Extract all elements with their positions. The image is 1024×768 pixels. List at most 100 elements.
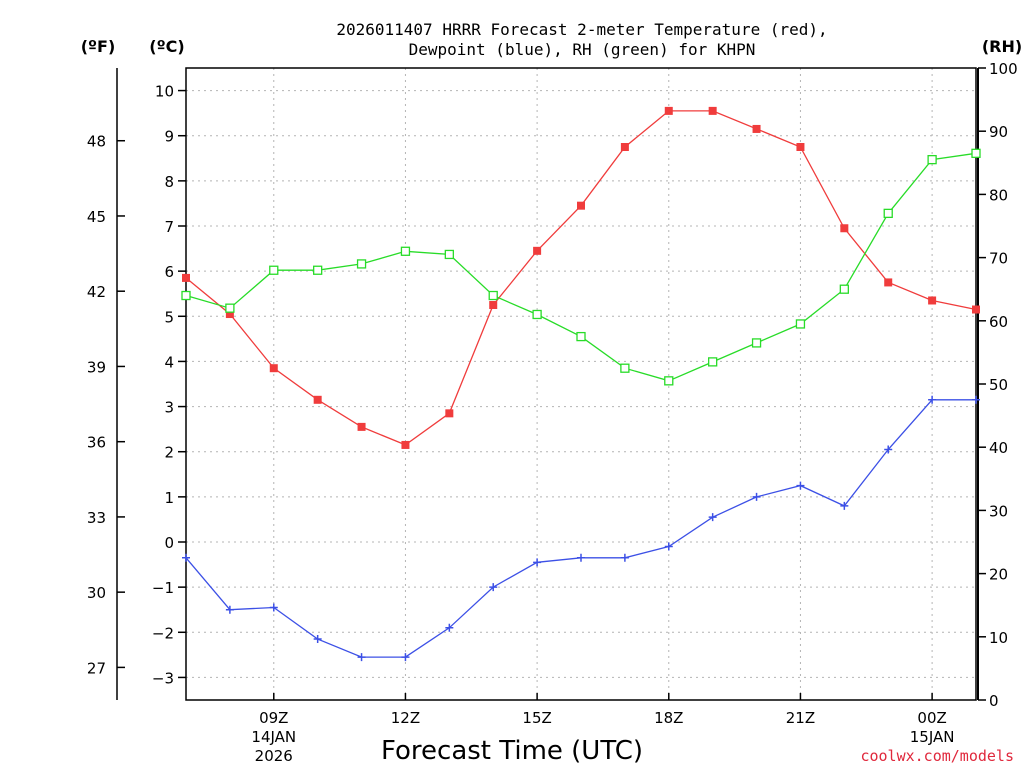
time-tick-label: 00Z <box>917 709 946 727</box>
celsius-tick-label: 1 <box>164 489 174 507</box>
rh-tick-label: 50 <box>989 376 1008 394</box>
dewpoint-data-point <box>533 558 542 567</box>
dewpoint-data-point <box>182 553 190 562</box>
chart-title-line2: Dewpoint (blue), RH (green) for KHPN <box>409 40 756 59</box>
rh-data-point <box>400 246 411 256</box>
dewpoint-data-point <box>401 653 410 662</box>
celsius-tick-label: −1 <box>152 579 174 597</box>
grid-lines <box>186 68 976 700</box>
rh-tick-label: 80 <box>989 186 1008 204</box>
temperature-data-point <box>928 296 937 305</box>
temperature-data-point <box>225 310 234 319</box>
temperature-data-point <box>269 364 278 373</box>
rh-data-point <box>664 376 674 386</box>
time-tick-label: 12Z <box>391 709 420 727</box>
time-tick-label: 21Z <box>786 709 815 727</box>
temperature-data-point <box>884 278 893 287</box>
dewpoint-data-point <box>884 445 893 454</box>
fahrenheit-tick-label: 39 <box>87 358 106 376</box>
rh-data-point <box>269 265 279 275</box>
rh-tick-label: 90 <box>989 123 1008 141</box>
temperature-data-point <box>708 106 717 115</box>
time-tick-label: 15Z <box>522 709 551 727</box>
rh-data-point <box>576 331 586 342</box>
chart-title-line1: 2026011407 HRRR Forecast 2-meter Tempera… <box>336 20 827 39</box>
dewpoint-data-point <box>225 605 234 614</box>
celsius-tick-label: 3 <box>164 399 174 417</box>
temperature-data-point <box>445 409 454 418</box>
rh-data-point <box>181 290 191 301</box>
dewpoint-data-point <box>445 623 454 632</box>
dewpoint-data-point <box>796 481 805 490</box>
rh-tick-label: 10 <box>989 629 1008 647</box>
rh-tick-label: 60 <box>989 313 1008 331</box>
fahrenheit-tick-label: 27 <box>87 659 106 677</box>
dewpoint-series-line <box>185 399 976 658</box>
dewpoint-data-point <box>840 501 849 510</box>
dewpoint-data-point <box>752 492 761 501</box>
fahrenheit-tick-label: 42 <box>87 283 106 301</box>
dewpoint-data-point <box>577 553 585 562</box>
celsius-tick-label: 4 <box>164 353 174 371</box>
celsius-tick-label: 5 <box>164 308 174 326</box>
dewpoint-data-point <box>620 553 629 562</box>
temperature-data-point <box>796 143 805 151</box>
dewpoint-data-point <box>313 635 322 644</box>
rh-data-point <box>971 148 981 158</box>
celsius-tick-label: 9 <box>164 128 174 146</box>
fahrenheit-tick-label: 36 <box>87 434 106 452</box>
temperature-data-point <box>533 246 542 255</box>
temperature-series-line <box>185 110 977 446</box>
year-label: 2026 <box>255 747 293 765</box>
temperature-data-point <box>313 395 322 404</box>
celsius-tick-label: 7 <box>164 218 174 236</box>
temperature-data-point <box>972 305 980 314</box>
temperature-data-point <box>664 106 673 115</box>
temperature-data-point <box>752 124 761 133</box>
fahrenheit-tick-label: 33 <box>87 509 106 527</box>
dewpoint-data-point <box>664 542 673 551</box>
date-label: 14JAN <box>251 728 296 746</box>
time-tick-label: 09Z <box>259 709 288 727</box>
plot-frame <box>185 67 977 701</box>
x-axis-title: Forecast Time (UTC) <box>381 736 643 766</box>
celsius-tick-label: 10 <box>155 83 174 101</box>
rh-data-point <box>839 284 849 294</box>
fahrenheit-tick-label: 45 <box>87 208 106 226</box>
fahrenheit-axis: 48 45 42 39 36 33 30 27 <box>87 133 125 677</box>
source-credit: coolwx.com/models <box>860 747 1014 765</box>
celsius-tick-label: −2 <box>152 624 174 642</box>
rh-tick-label: 70 <box>989 250 1008 268</box>
rh-tick-label: 100 <box>989 60 1018 78</box>
series-layer <box>181 106 981 662</box>
celsius-tick-label: 0 <box>164 534 174 552</box>
rh-tick-label: 0 <box>989 692 999 710</box>
temperature-data-point <box>357 422 366 431</box>
rh-unit-label: (RH) <box>982 37 1022 56</box>
rh-tick-label: 30 <box>989 502 1008 520</box>
fahrenheit-tick-label: 48 <box>87 133 106 151</box>
rh-data-point <box>795 319 806 329</box>
dewpoint-data-point <box>269 603 278 612</box>
celsius-tick-label: 6 <box>164 263 174 281</box>
dewpoint-data-point <box>928 395 937 404</box>
celsius-tick-label: 8 <box>164 173 174 191</box>
rh-data-point <box>313 265 323 275</box>
rh-data-point <box>444 249 454 260</box>
rh-data-point <box>620 363 630 373</box>
celsius-tick-label: −3 <box>152 669 174 687</box>
rh-tick-label: 40 <box>989 439 1008 457</box>
rh-data-point <box>356 259 367 269</box>
rh-tick-label: 20 <box>989 566 1008 584</box>
dewpoint-data-point <box>489 583 498 592</box>
celsius-tick-label: 2 <box>164 444 174 462</box>
temperature-data-point <box>620 143 629 151</box>
temperature-data-point <box>401 440 410 449</box>
temperature-data-point <box>182 273 190 282</box>
rh-data-point <box>927 154 937 165</box>
celsius-unit-label: (ºC) <box>149 37 184 56</box>
fahrenheit-tick-label: 30 <box>87 584 106 602</box>
dewpoint-data-point <box>972 395 980 404</box>
